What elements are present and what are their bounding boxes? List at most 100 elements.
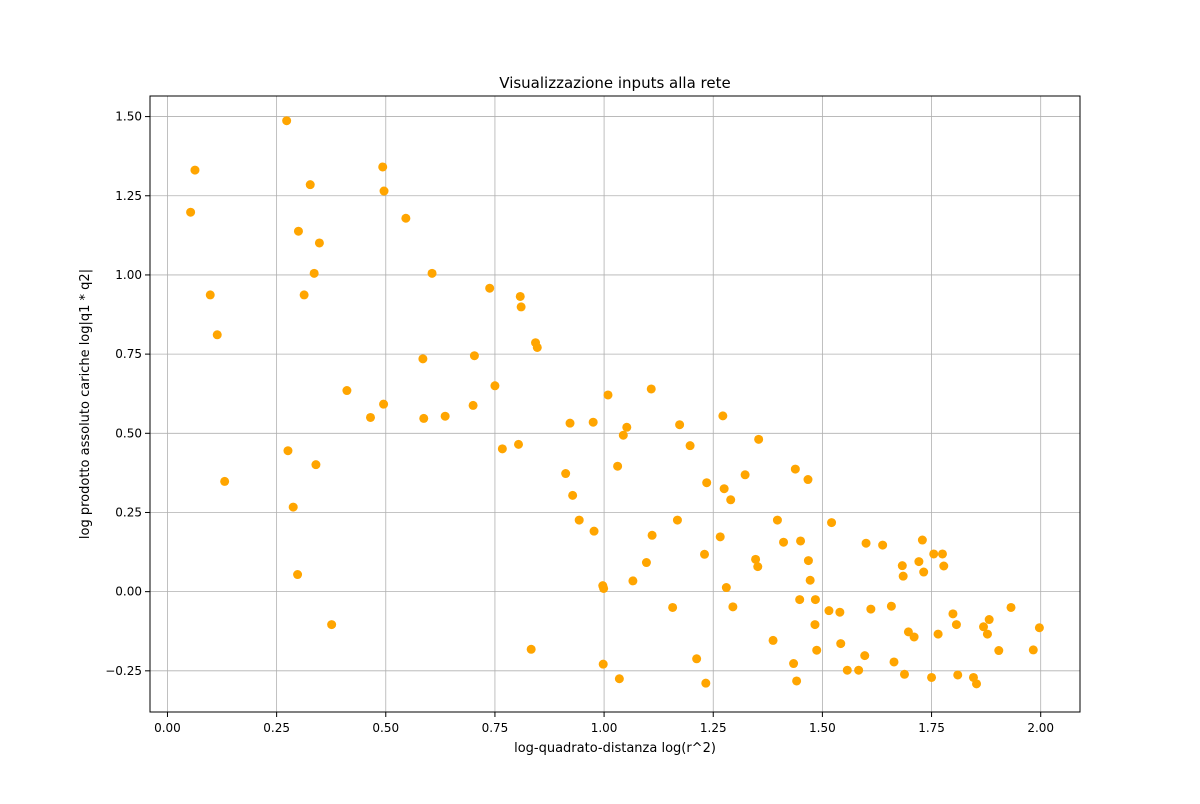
data-point [379, 399, 389, 409]
data-point [622, 422, 632, 432]
data-point [282, 116, 292, 126]
data-point [305, 180, 315, 190]
data-point [288, 502, 298, 512]
data-point [812, 645, 822, 655]
x-tick-label: 0.50 [372, 721, 399, 735]
x-tick-label: 0.25 [263, 721, 290, 735]
data-point [994, 646, 1004, 656]
data-point [365, 412, 375, 422]
data-point [1006, 602, 1016, 612]
data-point [715, 532, 725, 542]
data-point [751, 554, 761, 564]
data-point [497, 444, 507, 454]
data-point [672, 515, 682, 525]
data-point [824, 606, 834, 616]
data-point [790, 464, 800, 474]
data-point [886, 601, 896, 611]
data-point [939, 561, 949, 571]
data-point [515, 291, 525, 301]
data-point [721, 583, 731, 593]
data-point [205, 290, 215, 300]
data-point [805, 575, 815, 585]
y-axis-ticks: −0.25 0.00 0.25 0.50 0.75 1.00 1.25 1.50 [105, 110, 150, 678]
data-point [842, 665, 852, 675]
data-point [186, 207, 196, 217]
data-point [299, 290, 309, 300]
data-point [897, 561, 907, 571]
data-point [836, 639, 846, 649]
data-point [719, 484, 729, 494]
data-point [427, 268, 437, 278]
data-point [440, 411, 450, 421]
data-point [899, 669, 909, 679]
data-point [588, 417, 598, 427]
data-point [647, 530, 657, 540]
data-point [293, 226, 303, 236]
data-point [614, 674, 624, 684]
data-point [311, 460, 321, 470]
x-tick-label: 1.75 [918, 721, 945, 735]
data-point [283, 446, 293, 456]
data-point [568, 490, 578, 500]
data-point [561, 469, 571, 479]
data-point [490, 381, 500, 391]
x-tick-label: 2.00 [1027, 721, 1054, 735]
data-point [795, 595, 805, 605]
data-point [692, 654, 702, 664]
data-point [854, 665, 864, 675]
data-point [953, 670, 963, 680]
data-point [984, 615, 994, 625]
data-point [574, 515, 584, 525]
y-tick-label: 0.00 [115, 585, 142, 599]
grid-lines [150, 96, 1080, 712]
y-tick-label: 1.25 [115, 189, 142, 203]
data-point [803, 556, 813, 566]
data-point [220, 476, 230, 486]
data-point [810, 595, 820, 605]
data-point [598, 659, 608, 669]
x-axis-label: log-quadrato-distanza log(r^2) [514, 741, 716, 756]
data-point [516, 302, 526, 312]
data-point [314, 238, 324, 248]
data-point [293, 570, 303, 580]
data-point [909, 632, 919, 642]
data-point [1034, 623, 1044, 633]
data-point [861, 538, 871, 548]
data-point [379, 186, 389, 196]
x-tick-label: 0.75 [482, 721, 509, 735]
data-point [603, 390, 613, 400]
data-point [685, 441, 695, 451]
data-point [613, 461, 623, 471]
data-point [675, 420, 685, 430]
data-point [599, 583, 609, 593]
data-point [979, 622, 989, 632]
y-tick-label: 0.50 [115, 426, 142, 440]
data-point [469, 351, 479, 361]
data-point [342, 386, 352, 396]
data-point [565, 418, 575, 428]
data-point [212, 330, 222, 340]
data-point [309, 268, 319, 278]
data-point [190, 165, 200, 175]
x-tick-label: 1.00 [591, 721, 618, 735]
data-point [937, 549, 947, 559]
plot-area [150, 96, 1080, 712]
data-point [792, 676, 802, 686]
data-point [754, 434, 764, 444]
data-point [860, 651, 870, 661]
data-point [401, 213, 411, 223]
data-point [1028, 645, 1038, 655]
data-point [418, 354, 428, 364]
data-point [526, 644, 536, 654]
x-tick-label: 1.25 [700, 721, 727, 735]
data-point [927, 672, 937, 682]
data-point [618, 430, 628, 440]
y-axis-label: log prodotto assoluto cariche log|q1 * q… [78, 269, 93, 539]
data-point [789, 659, 799, 669]
data-point [728, 602, 738, 612]
data-point [718, 411, 728, 421]
data-point [740, 470, 750, 480]
data-point [701, 678, 711, 688]
